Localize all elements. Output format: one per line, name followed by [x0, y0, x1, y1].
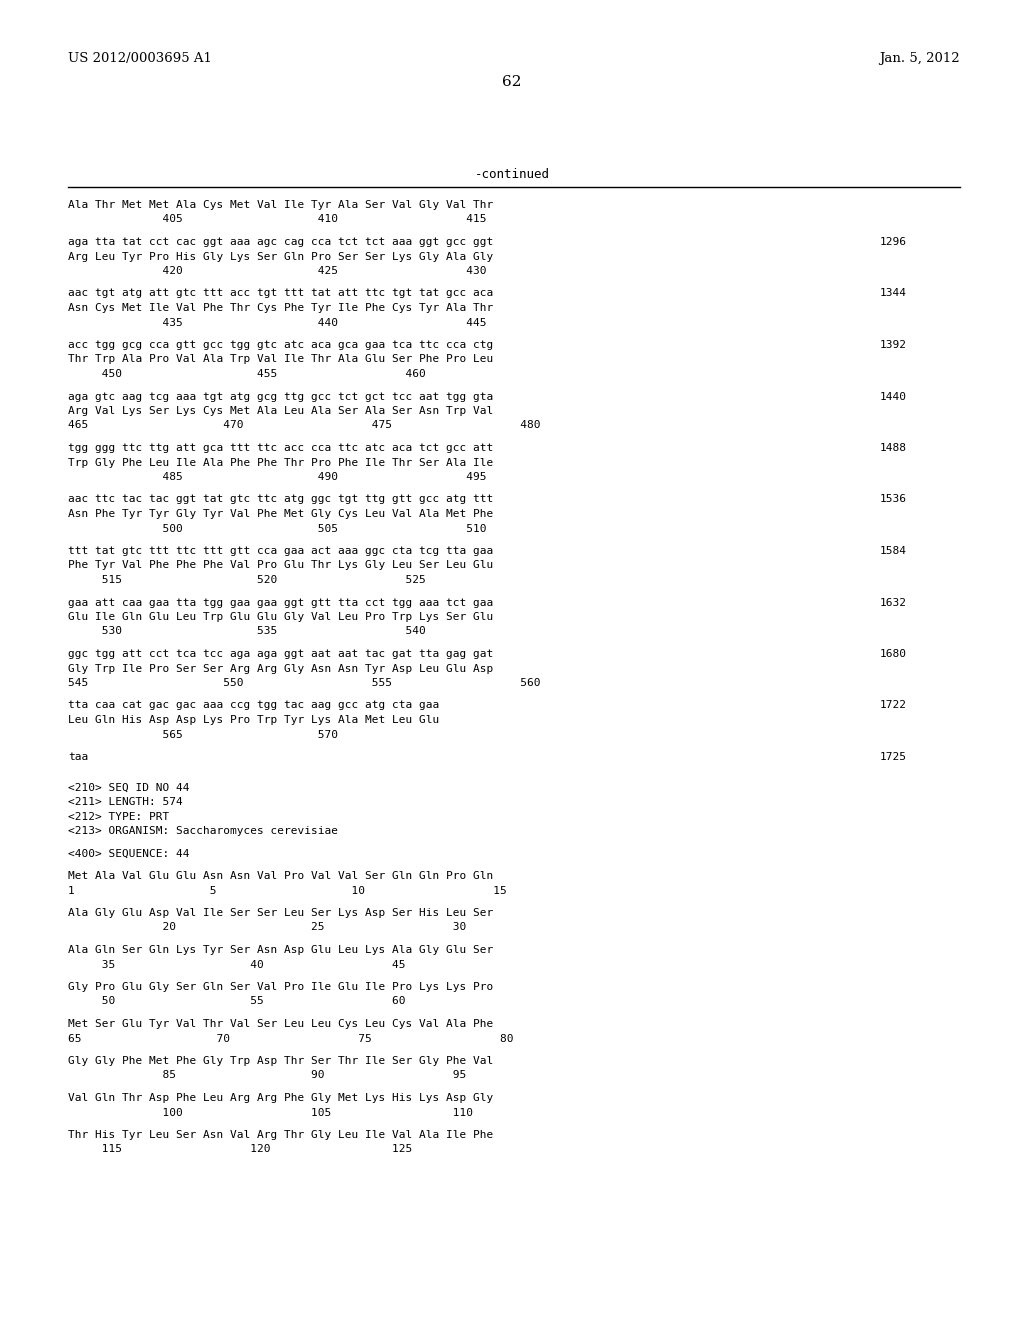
Text: -continued: -continued [474, 168, 550, 181]
Text: 1440: 1440 [880, 392, 907, 401]
Text: 1584: 1584 [880, 546, 907, 556]
Text: Met Ser Glu Tyr Val Thr Val Ser Leu Leu Cys Leu Cys Val Ala Phe: Met Ser Glu Tyr Val Thr Val Ser Leu Leu … [68, 1019, 494, 1030]
Text: 65                    70                   75                   80: 65 70 75 80 [68, 1034, 513, 1044]
Text: <211> LENGTH: 574: <211> LENGTH: 574 [68, 797, 182, 807]
Text: 1                    5                    10                   15: 1 5 10 15 [68, 886, 507, 895]
Text: 485                    490                   495: 485 490 495 [68, 473, 486, 482]
Text: 1536: 1536 [880, 495, 907, 504]
Text: 1632: 1632 [880, 598, 907, 607]
Text: Ala Thr Met Met Ala Cys Met Val Ile Tyr Ala Ser Val Gly Val Thr: Ala Thr Met Met Ala Cys Met Val Ile Tyr … [68, 201, 494, 210]
Text: Jan. 5, 2012: Jan. 5, 2012 [880, 51, 961, 65]
Text: 1680: 1680 [880, 649, 907, 659]
Text: 85                    90                   95: 85 90 95 [68, 1071, 466, 1081]
Text: Ala Gly Glu Asp Val Ile Ser Ser Leu Ser Lys Asp Ser His Leu Ser: Ala Gly Glu Asp Val Ile Ser Ser Leu Ser … [68, 908, 494, 917]
Text: 1296: 1296 [880, 238, 907, 247]
Text: <210> SEQ ID NO 44: <210> SEQ ID NO 44 [68, 783, 189, 792]
Text: 545                    550                   555                   560: 545 550 555 560 [68, 678, 541, 688]
Text: <212> TYPE: PRT: <212> TYPE: PRT [68, 812, 169, 821]
Text: <213> ORGANISM: Saccharomyces cerevisiae: <213> ORGANISM: Saccharomyces cerevisiae [68, 826, 338, 836]
Text: Trp Gly Phe Leu Ile Ala Phe Phe Thr Pro Phe Ile Thr Ser Ala Ile: Trp Gly Phe Leu Ile Ala Phe Phe Thr Pro … [68, 458, 494, 467]
Text: ggc tgg att cct tca tcc aga aga ggt aat aat tac gat tta gag gat: ggc tgg att cct tca tcc aga aga ggt aat … [68, 649, 494, 659]
Text: 20                    25                   30: 20 25 30 [68, 923, 466, 932]
Text: <400> SEQUENCE: 44: <400> SEQUENCE: 44 [68, 849, 189, 858]
Text: aga gtc aag tcg aaa tgt atg gcg ttg gcc tct gct tcc aat tgg gta: aga gtc aag tcg aaa tgt atg gcg ttg gcc … [68, 392, 494, 401]
Text: Thr His Tyr Leu Ser Asn Val Arg Thr Gly Leu Ile Val Ala Ile Phe: Thr His Tyr Leu Ser Asn Val Arg Thr Gly … [68, 1130, 494, 1140]
Text: Ala Gln Ser Gln Lys Tyr Ser Asn Asp Glu Leu Lys Ala Gly Glu Ser: Ala Gln Ser Gln Lys Tyr Ser Asn Asp Glu … [68, 945, 494, 954]
Text: acc tgg gcg cca gtt gcc tgg gtc atc aca gca gaa tca ttc cca ctg: acc tgg gcg cca gtt gcc tgg gtc atc aca … [68, 341, 494, 350]
Text: tgg ggg ttc ttg att gca ttt ttc acc cca ttc atc aca tct gcc att: tgg ggg ttc ttg att gca ttt ttc acc cca … [68, 444, 494, 453]
Text: 115                   120                  125: 115 120 125 [68, 1144, 413, 1155]
Text: Asn Phe Tyr Tyr Gly Tyr Val Phe Met Gly Cys Leu Val Ala Met Phe: Asn Phe Tyr Tyr Gly Tyr Val Phe Met Gly … [68, 510, 494, 519]
Text: tta caa cat gac gac aaa ccg tgg tac aag gcc atg cta gaa: tta caa cat gac gac aaa ccg tgg tac aag … [68, 701, 439, 710]
Text: Val Gln Thr Asp Phe Leu Arg Arg Phe Gly Met Lys His Lys Asp Gly: Val Gln Thr Asp Phe Leu Arg Arg Phe Gly … [68, 1093, 494, 1104]
Text: 530                    535                   540: 530 535 540 [68, 627, 426, 636]
Text: Phe Tyr Val Phe Phe Phe Val Pro Glu Thr Lys Gly Leu Ser Leu Glu: Phe Tyr Val Phe Phe Phe Val Pro Glu Thr … [68, 561, 494, 570]
Text: 100                   105                  110: 100 105 110 [68, 1107, 473, 1118]
Text: Glu Ile Gln Glu Leu Trp Glu Glu Gly Val Leu Pro Trp Lys Ser Glu: Glu Ile Gln Glu Leu Trp Glu Glu Gly Val … [68, 612, 494, 622]
Text: Arg Leu Tyr Pro His Gly Lys Ser Gln Pro Ser Ser Lys Gly Ala Gly: Arg Leu Tyr Pro His Gly Lys Ser Gln Pro … [68, 252, 494, 261]
Text: gaa att caa gaa tta tgg gaa gaa ggt gtt tta cct tgg aaa tct gaa: gaa att caa gaa tta tgg gaa gaa ggt gtt … [68, 598, 494, 607]
Text: Met Ala Val Glu Glu Asn Asn Val Pro Val Val Ser Gln Gln Pro Gln: Met Ala Val Glu Glu Asn Asn Val Pro Val … [68, 871, 494, 880]
Text: 515                    520                   525: 515 520 525 [68, 576, 426, 585]
Text: 1392: 1392 [880, 341, 907, 350]
Text: 35                    40                   45: 35 40 45 [68, 960, 406, 969]
Text: 50                    55                   60: 50 55 60 [68, 997, 406, 1006]
Text: 405                    410                   415: 405 410 415 [68, 214, 486, 224]
Text: 420                    425                   430: 420 425 430 [68, 267, 486, 276]
Text: aac ttc tac tac ggt tat gtc ttc atg ggc tgt ttg gtt gcc atg ttt: aac ttc tac tac ggt tat gtc ttc atg ggc … [68, 495, 494, 504]
Text: 1488: 1488 [880, 444, 907, 453]
Text: Leu Gln His Asp Asp Lys Pro Trp Tyr Lys Ala Met Leu Glu: Leu Gln His Asp Asp Lys Pro Trp Tyr Lys … [68, 715, 439, 725]
Text: 465                    470                   475                   480: 465 470 475 480 [68, 421, 541, 430]
Text: Gly Trp Ile Pro Ser Ser Arg Arg Gly Asn Asn Tyr Asp Leu Glu Asp: Gly Trp Ile Pro Ser Ser Arg Arg Gly Asn … [68, 664, 494, 673]
Text: 62: 62 [502, 75, 522, 88]
Text: Asn Cys Met Ile Val Phe Thr Cys Phe Tyr Ile Phe Cys Tyr Ala Thr: Asn Cys Met Ile Val Phe Thr Cys Phe Tyr … [68, 304, 494, 313]
Text: 1344: 1344 [880, 289, 907, 298]
Text: 565                    570: 565 570 [68, 730, 338, 739]
Text: Thr Trp Ala Pro Val Ala Trp Val Ile Thr Ala Glu Ser Phe Pro Leu: Thr Trp Ala Pro Val Ala Trp Val Ile Thr … [68, 355, 494, 364]
Text: 1722: 1722 [880, 701, 907, 710]
Text: ttt tat gtc ttt ttc ttt gtt cca gaa act aaa ggc cta tcg tta gaa: ttt tat gtc ttt ttc ttt gtt cca gaa act … [68, 546, 494, 556]
Text: Gly Pro Glu Gly Ser Gln Ser Val Pro Ile Glu Ile Pro Lys Lys Pro: Gly Pro Glu Gly Ser Gln Ser Val Pro Ile … [68, 982, 494, 993]
Text: Gly Gly Phe Met Phe Gly Trp Asp Thr Ser Thr Ile Ser Gly Phe Val: Gly Gly Phe Met Phe Gly Trp Asp Thr Ser … [68, 1056, 494, 1067]
Text: aga tta tat cct cac ggt aaa agc cag cca tct tct aaa ggt gcc ggt: aga tta tat cct cac ggt aaa agc cag cca … [68, 238, 494, 247]
Text: 450                    455                   460: 450 455 460 [68, 370, 426, 379]
Text: aac tgt atg att gtc ttt acc tgt ttt tat att ttc tgt tat gcc aca: aac tgt atg att gtc ttt acc tgt ttt tat … [68, 289, 494, 298]
Text: Arg Val Lys Ser Lys Cys Met Ala Leu Ala Ser Ala Ser Asn Trp Val: Arg Val Lys Ser Lys Cys Met Ala Leu Ala … [68, 407, 494, 416]
Text: 435                    440                   445: 435 440 445 [68, 318, 486, 327]
Text: taa: taa [68, 752, 88, 762]
Text: US 2012/0003695 A1: US 2012/0003695 A1 [68, 51, 212, 65]
Text: 500                    505                   510: 500 505 510 [68, 524, 486, 533]
Text: 1725: 1725 [880, 752, 907, 762]
